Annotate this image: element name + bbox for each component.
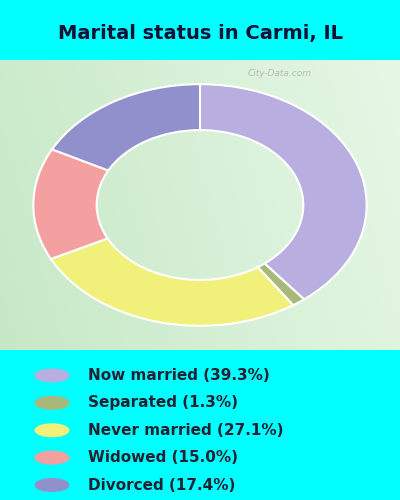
Circle shape xyxy=(35,424,69,436)
Text: Divorced (17.4%): Divorced (17.4%) xyxy=(88,478,235,492)
Circle shape xyxy=(35,396,69,409)
Circle shape xyxy=(35,452,69,464)
Text: Now married (39.3%): Now married (39.3%) xyxy=(88,368,270,383)
Wedge shape xyxy=(258,264,304,305)
Text: City-Data.com: City-Data.com xyxy=(248,68,312,78)
Text: Widowed (15.0%): Widowed (15.0%) xyxy=(88,450,238,465)
Circle shape xyxy=(35,369,69,382)
Text: Never married (27.1%): Never married (27.1%) xyxy=(88,423,284,438)
Text: Marital status in Carmi, IL: Marital status in Carmi, IL xyxy=(58,24,342,42)
Text: Separated (1.3%): Separated (1.3%) xyxy=(88,396,238,410)
Wedge shape xyxy=(200,84,367,300)
Wedge shape xyxy=(52,84,200,170)
Wedge shape xyxy=(51,238,293,326)
Wedge shape xyxy=(33,150,108,259)
Circle shape xyxy=(35,478,69,492)
